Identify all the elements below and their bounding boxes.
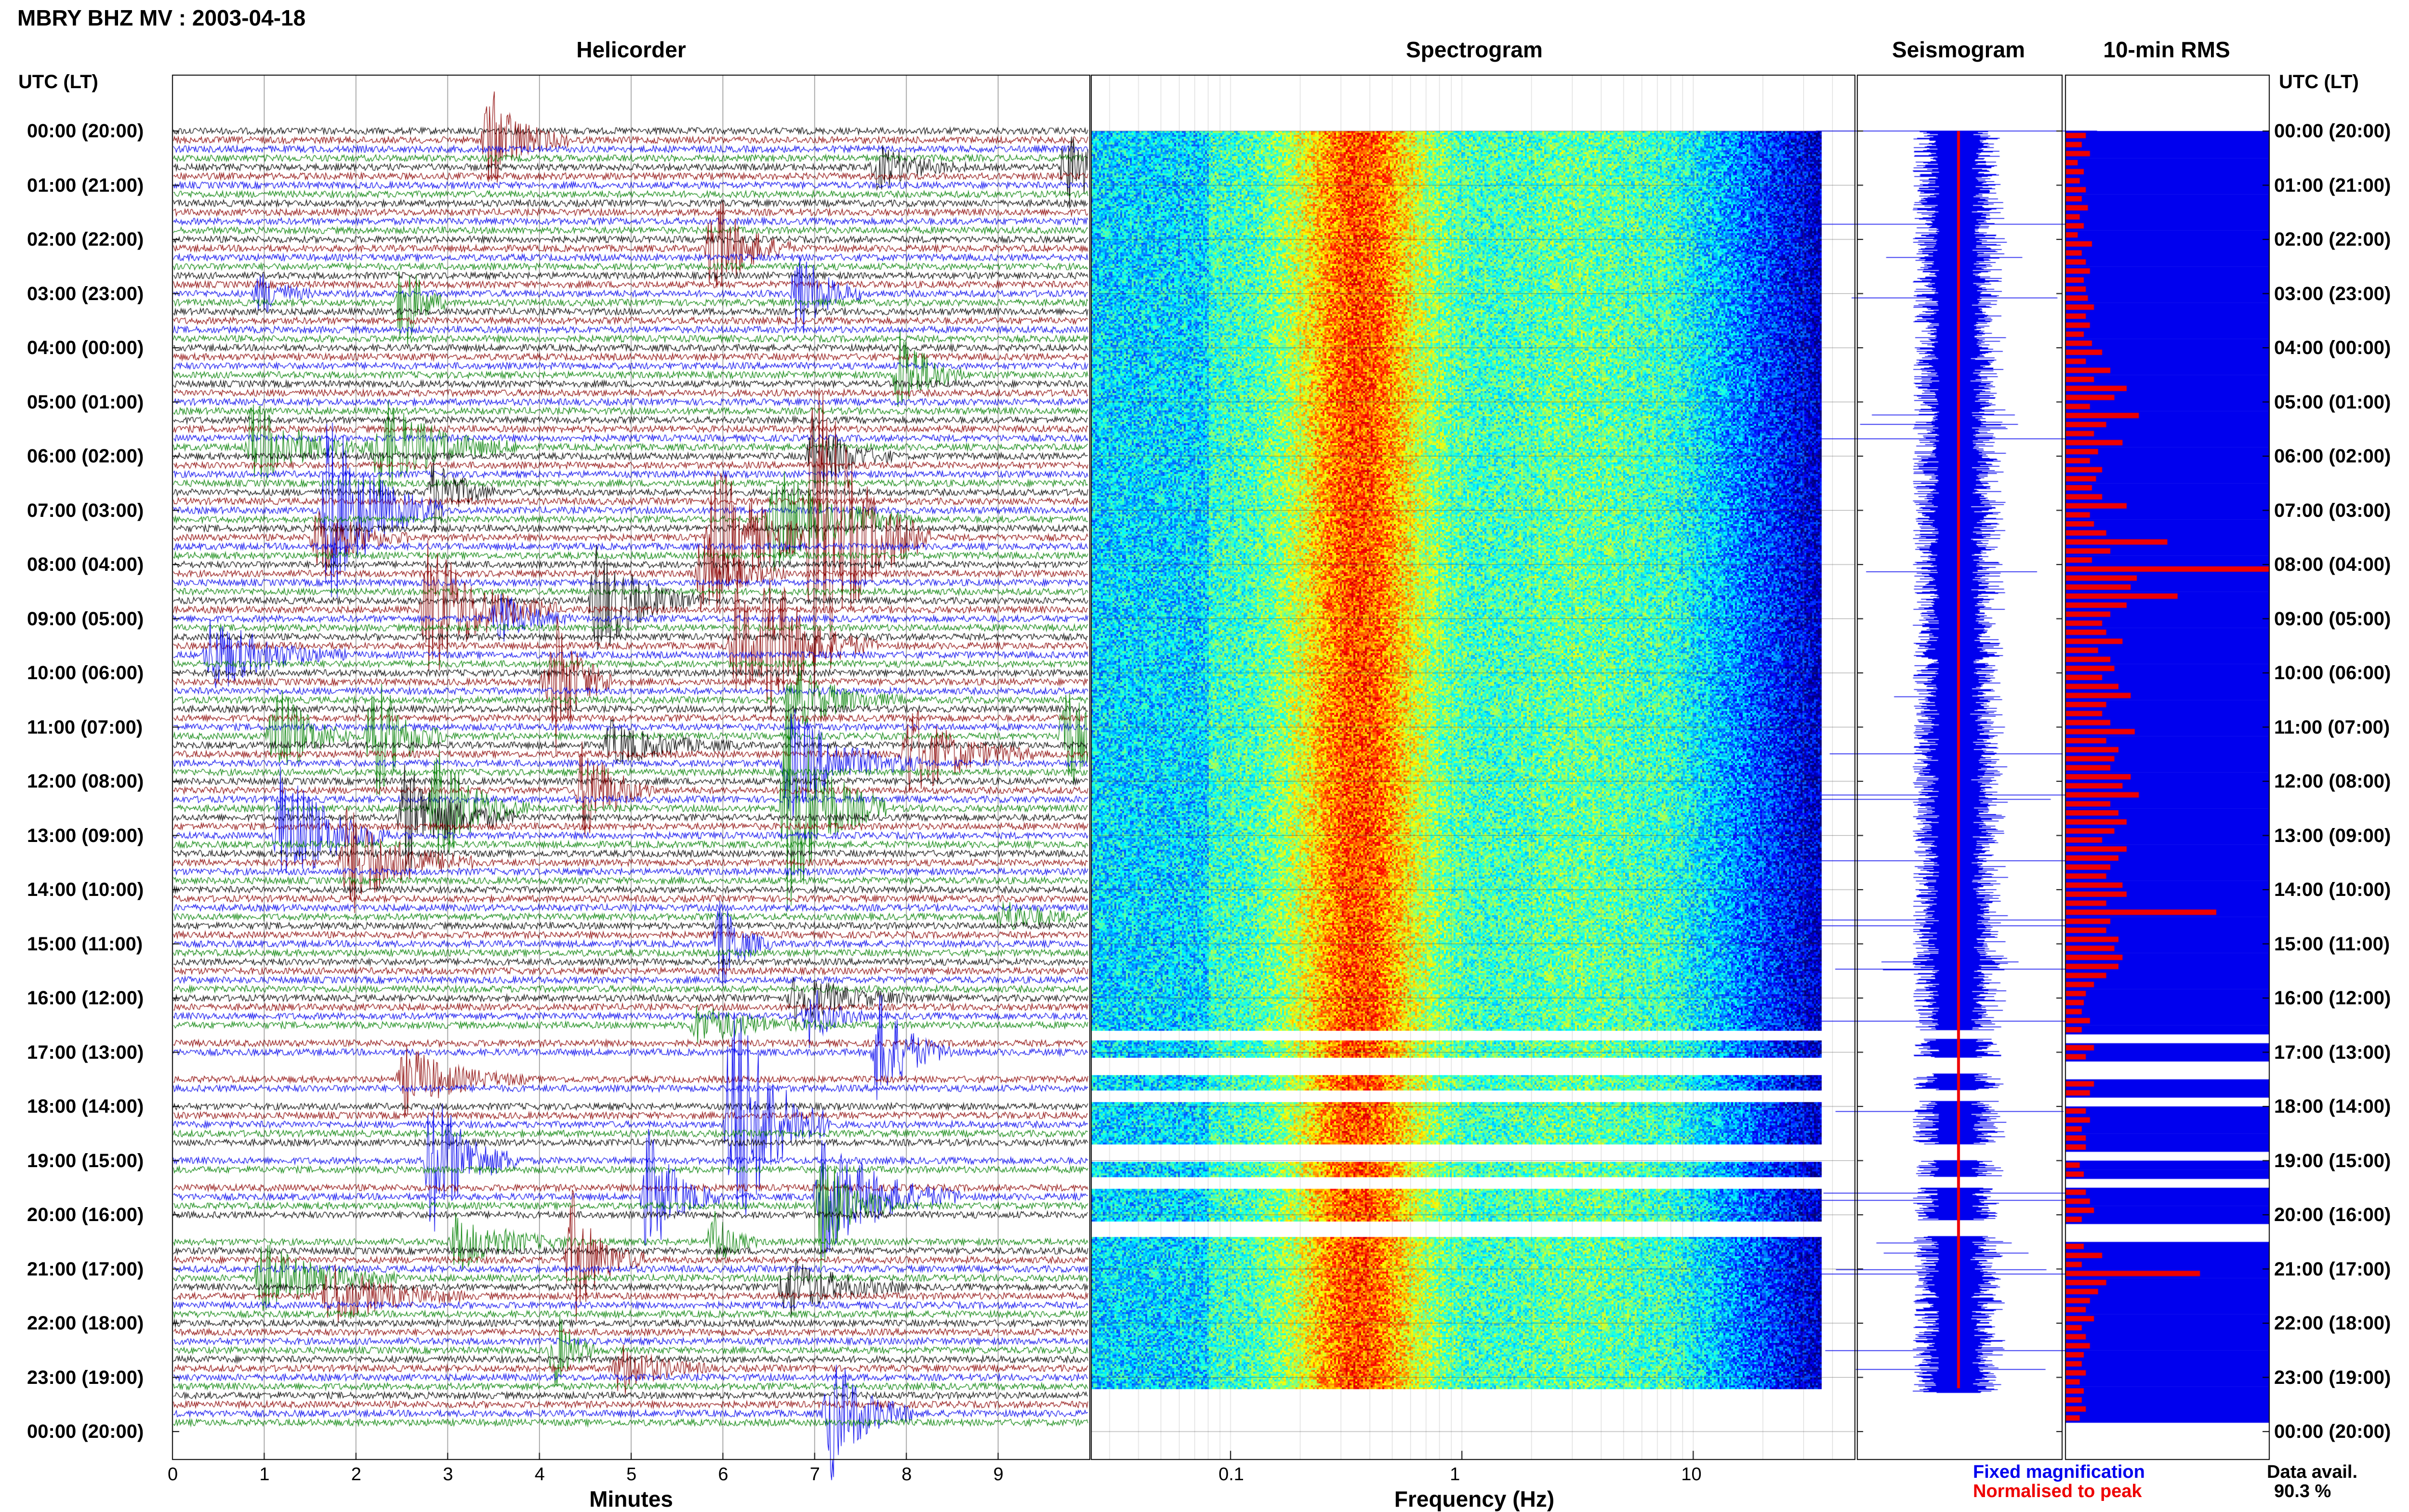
data-availability-value: 90.3 %	[2274, 1481, 2331, 1501]
data-availability-label: Data avail.	[2267, 1462, 2357, 1482]
helicorder-tick-label: 0	[168, 1464, 178, 1485]
time-label-right: 20:00 (16:00)	[2274, 1204, 2391, 1225]
spectrogram-title: Spectrogram	[1406, 37, 1543, 62]
time-label-right: 07:00 (03:00)	[2274, 500, 2391, 521]
time-label-right: 02:00 (22:00)	[2274, 229, 2391, 250]
time-label-left: 19:00 (15:00)	[27, 1150, 144, 1171]
time-label-left: 21:00 (17:00)	[27, 1258, 144, 1280]
right-axis-header: UTC (LT)	[2279, 71, 2359, 92]
time-label-left: 03:00 (23:00)	[27, 283, 144, 304]
spectrogram-tick-label: 1	[1450, 1464, 1460, 1485]
helicorder-tick-label: 4	[534, 1464, 545, 1485]
time-label-left: 12:00 (08:00)	[27, 771, 144, 792]
time-label-left: 02:00 (22:00)	[27, 229, 144, 250]
time-label-left: 18:00 (14:00)	[27, 1096, 144, 1117]
time-label-right: 22:00 (18:00)	[2274, 1313, 2391, 1334]
helicorder-tick-label: 2	[351, 1464, 361, 1485]
page-title: MBRY BHZ MV : 2003-04-18	[17, 5, 306, 30]
time-label-right: 01:00 (21:00)	[2274, 174, 2391, 196]
time-label-right: 11:00 (07:00)	[2274, 716, 2390, 738]
helicorder-x-label: Minutes	[589, 1486, 673, 1512]
helicorder-title: Helicorder	[576, 37, 686, 62]
left-axis-header: UTC (LT)	[18, 71, 98, 92]
time-label-left: 00:00 (20:00)	[27, 1421, 144, 1442]
helicorder-tick-label: 8	[901, 1464, 912, 1485]
time-label-right: 12:00 (08:00)	[2274, 771, 2391, 792]
time-label-left: 07:00 (03:00)	[27, 500, 144, 521]
time-label-right: 09:00 (05:00)	[2274, 608, 2391, 630]
time-label-left: 23:00 (19:00)	[27, 1367, 144, 1388]
time-label-right: 05:00 (01:00)	[2274, 391, 2391, 413]
time-label-right: 14:00 (10:00)	[2274, 879, 2391, 900]
time-label-left: 16:00 (12:00)	[27, 987, 144, 1009]
spectrogram-x-label: Frequency (Hz)	[1394, 1486, 1555, 1512]
legend-fixed-magnification: Fixed magnification	[1973, 1462, 2145, 1482]
time-label-left: 11:00 (07:00)	[27, 716, 143, 738]
time-label-left: 20:00 (16:00)	[27, 1204, 144, 1225]
time-label-left: 15:00 (11:00)	[27, 933, 143, 955]
time-label-right: 17:00 (13:00)	[2274, 1041, 2391, 1063]
time-label-right: 00:00 (20:00)	[2274, 1421, 2391, 1442]
time-label-left: 05:00 (01:00)	[27, 391, 144, 413]
time-label-right: 16:00 (12:00)	[2274, 987, 2391, 1009]
helicorder-tick-label: 3	[443, 1464, 453, 1485]
time-label-left: 08:00 (04:00)	[27, 554, 144, 575]
seismogram-title: Seismogram	[1892, 37, 2025, 62]
time-label-left: 10:00 (06:00)	[27, 662, 144, 684]
helicorder-tick-label: 9	[993, 1464, 1004, 1485]
time-label-right: 15:00 (11:00)	[2274, 933, 2390, 955]
time-label-left: 00:00 (20:00)	[27, 120, 144, 142]
helicorder-tick-label: 1	[259, 1464, 270, 1485]
time-label-right: 19:00 (15:00)	[2274, 1150, 2391, 1171]
time-label-right: 08:00 (04:00)	[2274, 554, 2391, 575]
time-label-left: 06:00 (02:00)	[27, 446, 144, 467]
helicorder-tick-label: 6	[718, 1464, 728, 1485]
helicorder-tick-label: 7	[809, 1464, 820, 1485]
time-label-left: 04:00 (00:00)	[27, 337, 144, 358]
time-label-right: 21:00 (17:00)	[2274, 1258, 2391, 1280]
time-label-right: 03:00 (23:00)	[2274, 283, 2391, 304]
legend-normalised-to-peak: Normalised to peak	[1973, 1481, 2142, 1501]
time-label-left: 14:00 (10:00)	[27, 879, 144, 900]
spectrogram-tick-label: 10	[1681, 1464, 1702, 1485]
time-label-right: 23:00 (19:00)	[2274, 1367, 2391, 1388]
time-label-left: 17:00 (13:00)	[27, 1041, 144, 1063]
time-label-left: 09:00 (05:00)	[27, 608, 144, 630]
rms-title: 10-min RMS	[2103, 37, 2230, 62]
time-label-right: 13:00 (09:00)	[2274, 825, 2391, 846]
time-label-right: 00:00 (20:00)	[2274, 120, 2391, 142]
time-label-right: 18:00 (14:00)	[2274, 1096, 2391, 1117]
helicorder-tick-label: 5	[626, 1464, 637, 1485]
time-label-left: 22:00 (18:00)	[27, 1313, 144, 1334]
time-label-right: 10:00 (06:00)	[2274, 662, 2391, 684]
time-label-left: 01:00 (21:00)	[27, 174, 144, 196]
time-label-left: 13:00 (09:00)	[27, 825, 144, 846]
time-label-right: 06:00 (02:00)	[2274, 446, 2391, 467]
time-label-right: 04:00 (00:00)	[2274, 337, 2391, 358]
spectrogram-tick-label: 0.1	[1218, 1464, 1244, 1485]
